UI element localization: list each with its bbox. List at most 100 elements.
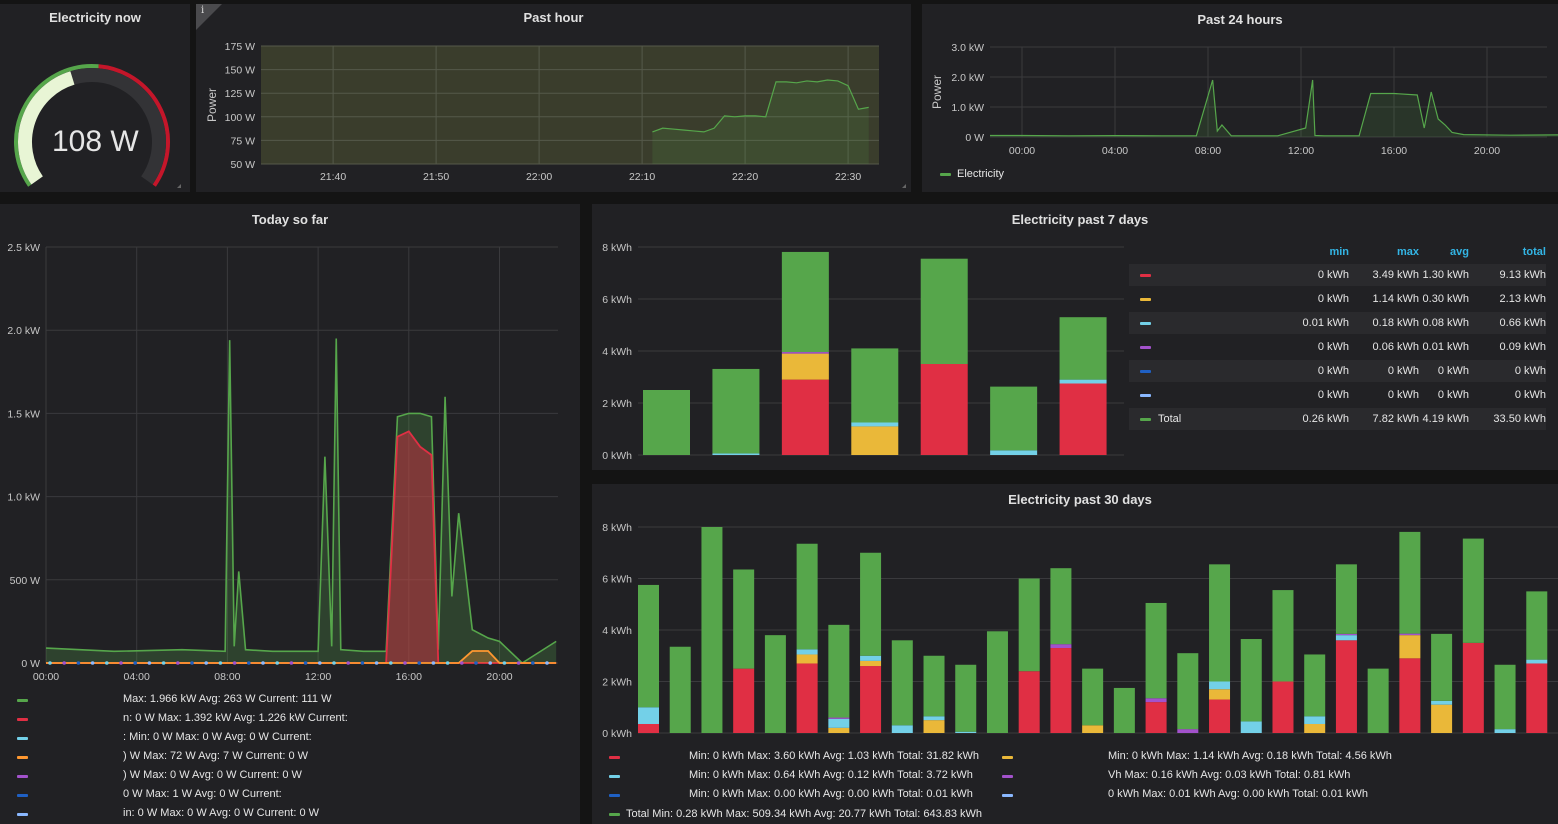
today-title: Today so far <box>251 212 329 227</box>
legend-avg-value: 0.08 kWh <box>1422 317 1469 329</box>
series-fill <box>990 80 1558 137</box>
y-tick-label: 4 kWh <box>602 625 632 637</box>
bar-segment <box>712 453 760 455</box>
series-line <box>45 338 557 665</box>
past-24h-chart[interactable]: 3.0 kW 2.0 kW 1.0 kW 0 W 00:00 04:00 08:00 12:0… <box>922 4 1558 192</box>
legend-item[interactable]: Min: 0 kWh Max: 0.00 kWh Avg: 0.00 kWh T… <box>609 788 973 801</box>
legend-avg-value: 4.19 kWh <box>1422 413 1469 425</box>
baseline-point <box>417 661 422 665</box>
legend-item[interactable]: Min: 0 kWh Max: 1.14 kWh Avg: 0.18 kWh T… <box>1002 750 1392 763</box>
legend-total-value: 9.13 kWh <box>1499 269 1546 281</box>
legend-item[interactable]: Max: 1.966 kW Avg: 263 W Current: 111 W <box>17 693 331 706</box>
baseline-point <box>289 661 294 665</box>
x-tick-label: 16:00 <box>1381 145 1407 157</box>
legend-total-value: 2.13 kWh <box>1499 293 1546 305</box>
x-tick-label: 22:00 <box>526 171 552 183</box>
bar-segment <box>851 422 899 427</box>
legend-stats: Max: 1.966 kW Avg: 263 W Current: 111 W <box>123 693 332 705</box>
legend-table-row[interactable]: 0 kWh 0 kWh 0 kWh 0 kWh <box>1129 360 1546 382</box>
baseline-point <box>445 661 450 665</box>
legend-total-value: 0 kWh <box>1514 365 1546 377</box>
bar-segment <box>712 368 760 454</box>
baseline-point <box>105 661 109 665</box>
legend-table-row[interactable]: 0.01 kWh 0.18 kWh 0.08 kWh 0.66 kWh <box>1129 312 1546 334</box>
legend-item[interactable]: ) W Max: 0 W Avg: 0 W Current: 0 W <box>17 769 302 782</box>
past-7d-chart[interactable]: 8 kWh 6 kWh 4 kWh 2 kWh 0 kWh <box>592 204 1558 470</box>
today-chart[interactable]: 2.5 kW 2.0 kW 1.5 kW 1.0 kW 500 W 0 W00:00 04:… <box>0 204 580 824</box>
legend-table-row[interactable]: 0 kWh 0.06 kWh 0.01 kWh 0.09 kWh <box>1129 336 1546 358</box>
bar-segment <box>955 664 977 732</box>
bar-segment <box>920 258 968 364</box>
legend-max-value: 3.49 kWh <box>1372 269 1419 281</box>
baseline-point <box>474 661 478 665</box>
bar-segment <box>1526 591 1548 660</box>
x-tick-label: 12:00 <box>305 671 331 683</box>
col-header-total[interactable]: total <box>1522 246 1546 258</box>
legend-stats: 0 kWh Max: 0.01 kWh Avg: 0.00 kWh Total:… <box>1108 788 1369 800</box>
bar-segment <box>1082 668 1104 726</box>
bar-segment <box>1209 699 1231 733</box>
x-tick-label: 21:50 <box>423 171 449 183</box>
col-header-max[interactable]: max <box>1396 246 1419 258</box>
bar-segment <box>638 584 659 708</box>
legend-swatch <box>1140 370 1151 373</box>
legend-swatch <box>1140 346 1151 349</box>
y-tick-label: 2 kWh <box>602 398 632 410</box>
bar-segment <box>781 352 829 354</box>
bar-segment <box>1335 640 1357 733</box>
legend-item[interactable]: n: 0 W Max: 1.392 kW Avg: 1.226 kW Curre… <box>17 712 348 725</box>
legend-item[interactable]: 0 W Max: 1 W Avg: 0 W Current: <box>17 788 282 801</box>
bar-segment <box>1462 642 1484 733</box>
legend-stats: 0 W Max: 1 W Avg: 0 W Current: <box>123 788 282 800</box>
baseline-point <box>502 661 507 665</box>
baseline-point <box>232 661 237 665</box>
y-axis-label: Power <box>930 75 944 109</box>
bar-segment <box>891 640 913 726</box>
legend-item[interactable]: Min: 0 kWh Max: 0.64 kWh Avg: 0.12 kWh T… <box>609 769 973 782</box>
y-tick-label: 2.0 kW <box>951 72 984 84</box>
legend-stats: Total Min: 0.28 kWh Max: 509.34 kWh Avg:… <box>626 808 983 820</box>
bar-segment <box>1431 704 1453 733</box>
past-30d-chart[interactable]: 8 kWh 6 kWh 4 kWh 2 kWh 0 kWh <box>592 484 1558 824</box>
legend-table-row[interactable]: 0 kWh 3.49 kWh 1.30 kWh 9.13 kWh <box>1129 264 1546 286</box>
legend-stats: Min: 0 kWh Max: 0.64 kWh Avg: 0.12 kWh T… <box>689 769 973 781</box>
legend-item[interactable]: : Min: 0 W Max: 0 W Avg: 0 W Current: <box>17 731 312 744</box>
resize-handle[interactable] <box>177 184 181 188</box>
legend-item[interactable]: Electricity <box>940 168 1004 180</box>
legend-item[interactable]: ) W Max: 72 W Avg: 7 W Current: 0 W <box>17 750 308 763</box>
baseline-point <box>488 661 493 665</box>
bar-segment <box>796 649 818 655</box>
legend-table-row[interactable]: 0 kWh 0 kWh 0 kWh 0 kWh <box>1129 384 1546 406</box>
legend-label: Electricity <box>957 168 1005 180</box>
legend-item[interactable]: 0 kWh Max: 0.01 kWh Avg: 0.00 kWh Total:… <box>1002 788 1368 801</box>
legend-max-value: 7.82 kWh <box>1372 413 1419 425</box>
y-tick-label: 3.0 kW <box>951 42 984 54</box>
past-hour-chart[interactable]: 175 W 150 W 125 W 100 W 75 W 50 W 21:40 21:50 22… <box>196 4 911 192</box>
legend-max-value: 0.18 kWh <box>1372 317 1419 329</box>
baseline-point <box>133 661 137 665</box>
bar-segment <box>1304 654 1326 717</box>
legend-table-row[interactable]: 0 kWh 1.14 kWh 0.30 kWh 2.13 kWh <box>1129 288 1546 310</box>
series-line <box>46 430 557 664</box>
baseline-point <box>460 661 464 665</box>
x-tick-label: 04:00 <box>1102 145 1128 157</box>
baseline-point <box>389 661 393 665</box>
legend-item[interactable]: Vh Max: 0.16 kWh Avg: 0.03 kWh Total: 0.… <box>1002 769 1350 782</box>
legend-item[interactable]: in: 0 W Max: 0 W Avg: 0 W Current: 0 W <box>17 807 319 820</box>
baseline-point <box>545 661 549 665</box>
bar-segment <box>923 716 945 721</box>
legend-item[interactable]: Min: 0 kWh Max: 3.60 kWh Avg: 1.03 kWh T… <box>609 750 979 763</box>
legend-stats: n: 0 W Max: 1.392 kW Avg: 1.226 kW Curre… <box>123 712 348 724</box>
resize-handle[interactable] <box>902 184 906 188</box>
col-header-min[interactable]: min <box>1329 246 1349 258</box>
x-tick-label: 22:20 <box>732 171 758 183</box>
legend-swatch <box>17 698 28 702</box>
col-header-avg[interactable]: avg <box>1450 246 1469 258</box>
bar-segment <box>733 569 755 669</box>
legend-table-row[interactable]: Total 0.26 kWh 7.82 kWh 4.19 kWh 33.50 kWh <box>1129 408 1546 430</box>
info-icon[interactable] <box>196 4 222 30</box>
baseline-point <box>431 661 436 665</box>
legend-item[interactable]: Total Min: 0.28 kWh Max: 509.34 kWh Avg:… <box>609 808 982 820</box>
bar-segment <box>1209 681 1231 690</box>
baseline-point <box>147 661 152 665</box>
